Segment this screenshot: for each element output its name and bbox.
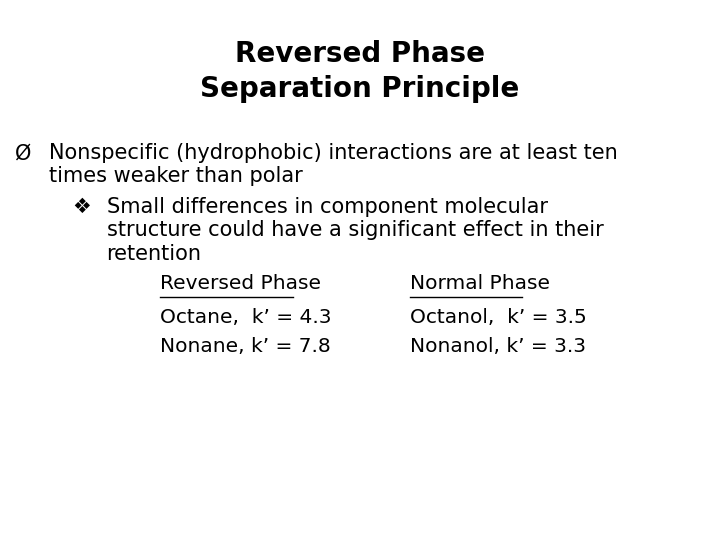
Text: Octanol,  k’ = 3.5: Octanol, k’ = 3.5 <box>410 308 587 327</box>
Text: Normal Phase: Normal Phase <box>410 274 550 293</box>
Text: Small differences in component molecular: Small differences in component molecular <box>107 197 547 217</box>
Text: Octane,  k’ = 4.3: Octane, k’ = 4.3 <box>160 308 331 327</box>
Text: Nonane, k’ = 7.8: Nonane, k’ = 7.8 <box>160 338 330 356</box>
Text: Reversed Phase: Reversed Phase <box>160 274 321 293</box>
Text: retention: retention <box>107 244 202 264</box>
Text: structure could have a significant effect in their: structure could have a significant effec… <box>107 220 603 240</box>
Text: Nonanol, k’ = 3.3: Nonanol, k’ = 3.3 <box>410 338 586 356</box>
Text: times weaker than polar: times weaker than polar <box>49 166 302 186</box>
Text: Separation Principle: Separation Principle <box>200 75 520 103</box>
Text: ❖: ❖ <box>72 197 91 217</box>
Text: Nonspecific (hydrophobic) interactions are at least ten: Nonspecific (hydrophobic) interactions a… <box>49 143 618 163</box>
Text: Reversed Phase: Reversed Phase <box>235 40 485 69</box>
Text: Ø: Ø <box>15 143 32 163</box>
